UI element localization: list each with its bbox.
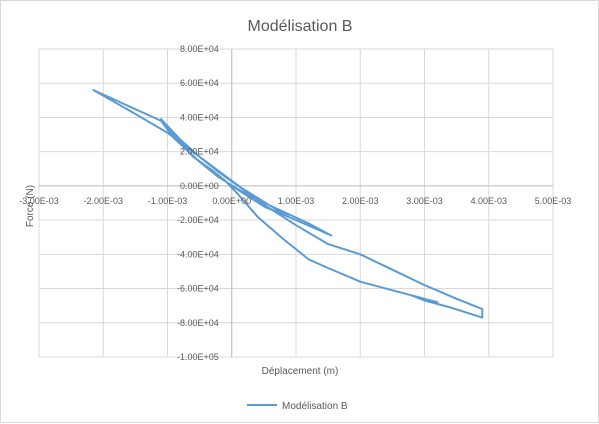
y-tick-label: -6.00E+04 [177, 284, 219, 294]
series-group [92, 89, 484, 319]
y-tick-label: 6.00E+04 [180, 78, 219, 88]
y-tick-label: -2.00E+04 [177, 215, 219, 225]
chart-title: Modélisation B [248, 18, 353, 35]
x-tick-label: 3.00E-03 [406, 196, 443, 206]
x-tick-label: 1.00E-03 [278, 196, 315, 206]
y-tick-label: -4.00E+04 [177, 249, 219, 259]
x-axis-label: Déplacement (m) [262, 366, 339, 377]
y-tick-label: 0.00E+00 [180, 181, 219, 191]
y-tick-label: 2.00E+04 [180, 147, 219, 157]
x-tick-label: 0.00E+00 [212, 196, 251, 206]
x-tick-label: -1.00E-03 [148, 196, 188, 206]
x-tick-labels: -3.00E-03 -2.00E-03 -1.00E-03 0.00E+00 1.00E… [19, 196, 571, 206]
y-tick-label: -8.00E+04 [177, 318, 219, 328]
legend-label: Modélisation B [282, 401, 348, 412]
y-axis-label: Force (N) [25, 185, 36, 227]
x-tick-label: 5.00E-03 [535, 196, 572, 206]
y-tick-labels: 8.00E+04 6.00E+04 4.00E+04 2.00E+04 0.00E+00… [177, 44, 219, 362]
x-tick-label: -2.00E-03 [83, 196, 123, 206]
legend: Modélisation B [247, 401, 348, 412]
y-tick-label: -1.00E+05 [177, 352, 219, 362]
axes [39, 49, 553, 357]
series-line [92, 89, 484, 319]
y-tick-label: 8.00E+04 [180, 44, 219, 54]
y-tick-label: 4.00E+04 [180, 112, 219, 122]
x-tick-label: -3.00E-03 [19, 196, 59, 206]
x-tick-label: 2.00E-03 [342, 196, 379, 206]
x-tick-label: 4.00E-03 [470, 196, 507, 206]
